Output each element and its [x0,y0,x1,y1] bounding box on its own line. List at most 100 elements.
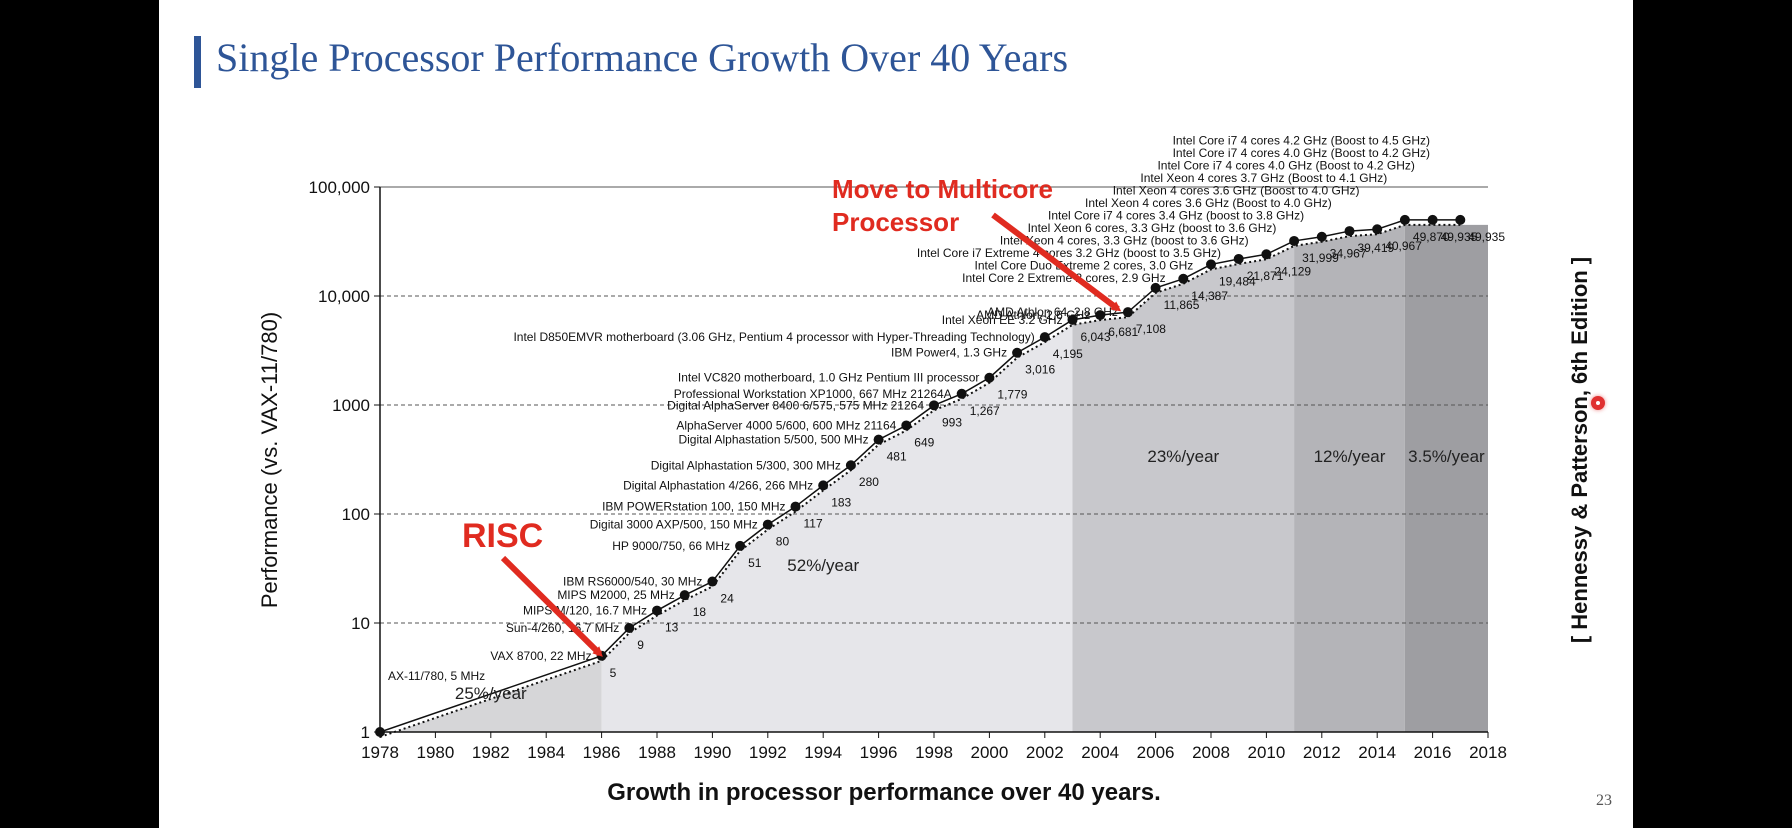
processor-label: Digital Alphastation 5/300, 300 MHz [651,458,841,472]
y-tick-label: 1 [361,723,370,742]
processor-label: Intel Core Duo Extreme 2 cores, 3.0 GHz [975,259,1194,273]
processor-label: Digital Alphastation 4/266, 266 MHz [623,478,813,492]
processor-label: Digital 3000 AXP/500, 150 MHz [590,518,758,532]
processor-label: IBM RS6000/540, 30 MHz [563,575,702,589]
value-label: 24,129 [1274,264,1311,278]
value-label: 4,195 [1053,347,1083,361]
x-tick-label: 1980 [416,743,454,762]
y-tick-label: 100 [342,505,370,524]
x-tick-label: 1996 [860,743,898,762]
data-point [1178,273,1189,284]
value-label: 49,935 [1441,230,1478,244]
data-point [845,460,856,471]
value-label: 183 [831,495,851,509]
value-label: 9 [637,638,644,652]
y-tick-label: 1000 [332,396,370,415]
processor-label: Professional Workstation XP1000, 667 MHz… [674,387,952,401]
processor-label: IBM Power4, 1.3 GHz [891,346,1007,360]
processor-label: IBM POWERstation 100, 150 MHz [602,500,785,514]
data-point [1261,249,1272,260]
data-point [1289,235,1300,246]
x-tick-label: 1986 [583,743,621,762]
value-label: 3,016 [1025,363,1055,377]
data-point [956,388,967,399]
value-label: 1,267 [970,404,1000,418]
x-tick-label: 1992 [749,743,787,762]
point-labels: 25%/year 52%/year 23%/year 12%/year 3.5%/yea… [388,134,1505,704]
processor-label: Intel Xeon 4 cores 3.7 GHz (Boost to 4.1… [1140,171,1387,185]
x-tick-label: 2002 [1026,743,1064,762]
value-label: 11,865 [1164,298,1200,312]
page-number: 23 [1596,792,1612,809]
processor-label: Digital Alphastation 5/500, 500 MHz [678,433,868,447]
data-point [1012,347,1023,358]
x-tick-label: 1990 [693,743,731,762]
processor-label: Intel Xeon 6 cores, 3.3 GHz (boost to 3.… [1028,221,1277,235]
value-label: 993 [942,415,962,429]
multicore-annotation-line2: Processor [832,207,959,237]
data-point [1316,231,1327,242]
rate-label: 12%/year [1314,447,1386,466]
data-point [1150,282,1161,293]
risc-annotation: RISC [462,517,543,555]
processor-label: VAX 8700, 22 MHz [490,649,591,663]
data-point [873,434,884,445]
value-label: 21,871 [1247,269,1284,283]
value-label: 6,681 [1108,325,1138,339]
value-label: 31,999 [1302,251,1339,265]
processor-label: Sun-4/260, 16.7 MHz [506,621,619,635]
risc-arrow [500,555,603,657]
processor-label: Digital AlphaServer 8400 6/575, 575 MHz … [667,398,924,412]
value-label: 1,779 [997,388,1027,402]
growth-regions [380,224,1488,732]
data-point [375,727,385,737]
x-tick-label: 2018 [1469,743,1507,762]
processor-label: Intel Core 2 Extreme 2 cores, 2.9 GHz [962,271,1165,285]
x-tick-label: 2012 [1303,743,1341,762]
data-point [735,540,746,551]
x-tick-label: 1978 [361,743,399,762]
region-2003-2011 [1072,245,1295,732]
data-point [652,605,662,616]
value-label: 5 [610,666,617,680]
data-point [679,590,690,601]
processor-label: Intel Core i7 4 cores 4.0 GHz (Boost to … [1157,159,1414,173]
processor-label: Intel Xeon 4 cores, 3.3 GHz (boost to 3.… [1000,234,1249,248]
processor-label: Intel Core i7 4 cores 4.2 GHz (Boost to … [1173,134,1430,148]
value-label: 18 [693,605,707,619]
data-point [1372,224,1383,235]
processor-label: AMD Athlon 64, 2.8 GHz [987,305,1118,319]
processor-label: Intel Core i7 4 cores 3.4 GHz (boost to … [1048,209,1304,223]
processor-label: Intel D850EMVR motherboard (3.06 GHz, Pe… [513,330,1034,344]
axes: 1978 1980 1982 1984 1986 1988 1990 1992 1994 1996… [257,178,1507,806]
data-point [762,519,773,530]
data-point [624,622,635,633]
y-tick-label: 10 [351,614,370,633]
x-tick-label: 2014 [1358,743,1396,762]
rate-label: 25%/year [455,684,527,703]
x-tick-label: 1988 [638,743,676,762]
processor-label: AMD Athlon, 2.6 GHz [976,308,1090,322]
value-label: 24 [720,592,734,606]
x-tick-label: 1998 [915,743,953,762]
x-tick-label: 2008 [1192,743,1230,762]
processor-label: Intel VC820 motherboard, 1.0 GHz Pentium… [678,371,979,385]
pointer-cursor [1591,396,1605,410]
multicore-arrow [991,212,1122,312]
region-1986-2003 [601,324,1073,732]
value-label: 49,935 [1468,230,1505,244]
data-point [1039,332,1050,343]
value-label: 39,419 [1358,241,1395,255]
rate-label: 52%/year [787,556,859,575]
annotations: RISC Move to Multicore Processor [462,174,1122,657]
value-label: 13 [665,621,679,635]
x-tick-label: 2000 [970,743,1008,762]
title-accent-bar [194,36,201,88]
region-2011-2015 [1294,224,1405,732]
processor-label: AX-11/780, 5 MHz [388,669,485,683]
value-label: 51 [748,556,762,570]
value-label: 280 [859,475,879,489]
value-label: 14,387 [1191,289,1228,303]
data-point [1427,214,1438,225]
value-label: 481 [887,450,907,464]
